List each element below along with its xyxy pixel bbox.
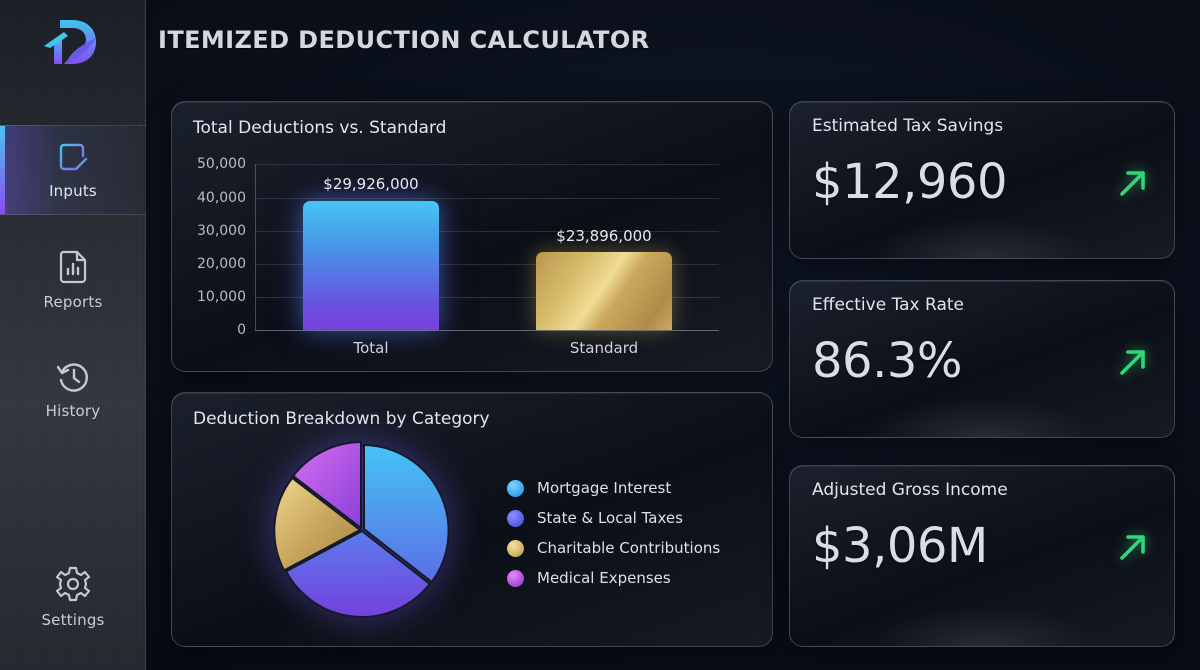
y-tick: 50,000 [197,156,246,172]
metric-value: $12,960 [812,154,1008,210]
legend-dot-icon [507,479,524,497]
x-axis [255,330,719,331]
bar-chart-card: Total Deductions vs. Standard 50,000 40,… [171,101,773,372]
pie-chart-card: Deduction Breakdown by Category Mortgage… [171,392,773,647]
report-chart-icon [59,250,87,284]
legend-label: State & Local Taxes [537,509,683,527]
legend-label: Mortgage Interest [537,479,672,497]
page-title: ITEMIZED DEDUCTION CALCULATOR [158,26,650,54]
app-logo-icon [44,20,96,64]
pie-chart [273,441,450,618]
pie-legend: Mortgage Interest State & Local Taxes Ch… [507,473,720,593]
arrow-up-right-icon [1120,350,1145,375]
pie-slice-mortgage-interest[interactable] [363,443,450,584]
legend-label: Charitable Contributions [537,539,721,557]
x-label: Total [353,339,389,357]
history-icon [56,363,88,392]
legend-label: Medical Expenses [537,569,671,587]
gridline [255,198,719,199]
sidebar-item-label: Settings [41,611,105,629]
y-axis [255,164,256,330]
gridline [255,231,719,232]
bar-total[interactable] [303,201,439,330]
sidebar-item-label: History [45,402,101,420]
edit-document-icon [59,143,88,171]
sidebar-item-label: Reports [43,293,103,311]
sidebar-item-label: Inputs [49,182,97,200]
arrow-up-right-icon [1120,171,1145,196]
sidebar-item-reports[interactable]: Reports [0,235,146,325]
gear-icon [55,566,91,602]
legend-item[interactable]: State & Local Taxes [507,503,720,533]
sidebar-item-inputs[interactable]: Inputs [0,125,146,215]
y-tick: 40,000 [197,190,246,206]
pie-slice-charitable-contributions[interactable] [273,476,362,572]
metric-title: Effective Tax Rate [812,295,965,315]
metric-card-estimated-tax-savings: Estimated Tax Savings $12,960 [789,101,1175,259]
y-tick: 10,000 [197,289,246,305]
bar-value-label: $23,896,000 [556,227,652,245]
card-sheen [866,606,1098,646]
legend-item[interactable]: Mortgage Interest [507,473,720,503]
metric-title: Adjusted Gross Income [812,480,1008,500]
card-sheen [866,397,1098,437]
gridline [255,264,719,265]
legend-item[interactable]: Charitable Contributions [507,533,720,563]
legend-item[interactable]: Medical Expenses [507,563,720,593]
arrow-up-right-icon [1120,535,1145,560]
y-tick: 0 [237,322,246,338]
gridline [255,297,719,298]
y-tick: 20,000 [197,256,246,272]
sidebar-item-settings[interactable]: Settings [0,552,146,642]
x-label: Standard [569,339,639,357]
metric-card-effective-tax-rate: Effective Tax Rate 86.3% [789,280,1175,438]
metric-value: 86.3% [812,333,962,389]
bar-standard[interactable] [536,252,672,330]
legend-dot-icon [507,509,524,527]
metric-title: Estimated Tax Savings [812,116,1004,136]
sidebar-item-history[interactable]: History [0,345,146,435]
bar-value-label: $29,926,000 [323,175,419,193]
legend-dot-icon [507,569,524,587]
card-title: Deduction Breakdown by Category [193,409,490,429]
gridline [255,164,719,165]
legend-dot-icon [507,539,524,557]
card-sheen [866,218,1098,258]
y-axis-ticks: 50,000 40,000 30,000 20,000 10,000 0 [172,102,246,371]
sidebar: Inputs Reports History Settings [0,0,146,670]
metric-value: $3,06M [812,518,988,574]
pie-slice-medical-expenses[interactable] [291,441,362,531]
y-tick: 30,000 [197,223,246,239]
pie-slice-state-local-taxes[interactable] [284,529,432,618]
card-title: Total Deductions vs. Standard [193,118,447,138]
metric-card-adjusted-gross-income: Adjusted Gross Income $3,06M [789,465,1175,647]
